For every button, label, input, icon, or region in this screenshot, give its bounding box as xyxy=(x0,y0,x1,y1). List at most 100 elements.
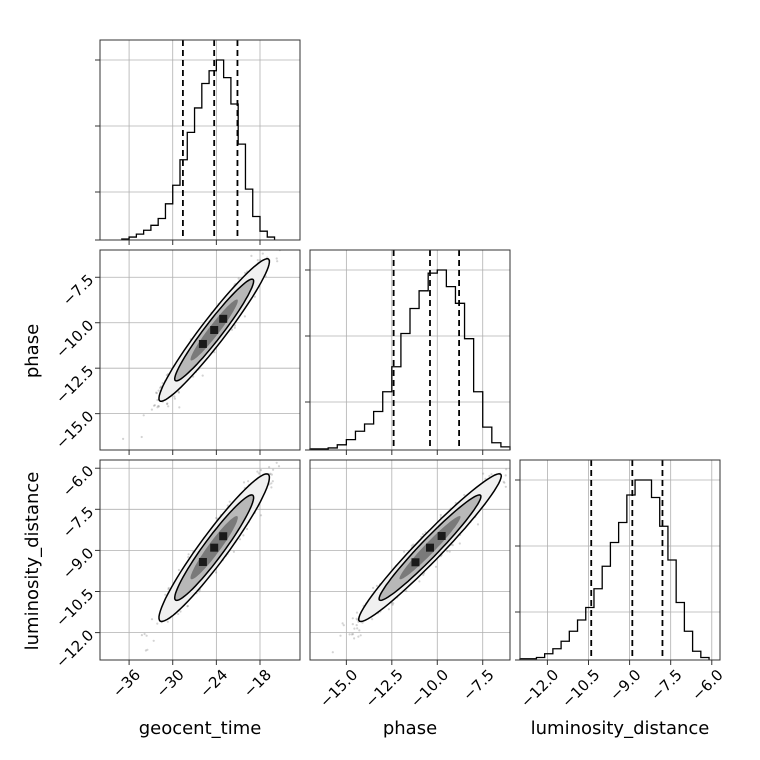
scatter-point xyxy=(157,405,160,408)
xtick-label-geocent-time-2: −24 xyxy=(196,666,231,701)
scatter-point xyxy=(504,485,507,488)
scatter-point xyxy=(164,593,167,596)
scatter-point xyxy=(178,406,181,409)
xtick-label-phase-2: −10.0 xyxy=(407,666,452,711)
scatter-point xyxy=(246,527,249,531)
density-core-cell-0 xyxy=(198,557,207,566)
ytick-label-luminosity-distance-4: −6.0 xyxy=(59,462,97,500)
hist-grid-phase xyxy=(310,250,510,450)
scatter-point xyxy=(187,553,190,556)
scatter-point xyxy=(331,651,334,654)
scatter-point xyxy=(230,328,234,331)
scatter-point xyxy=(356,627,359,630)
xtick-label-luminosity-distance-0: −12.0 xyxy=(517,666,562,711)
panel-content xyxy=(324,455,520,665)
hist-step-phase xyxy=(309,269,511,450)
scatter-point xyxy=(167,588,170,591)
scatter-point xyxy=(353,627,356,630)
scatter-point xyxy=(502,480,505,483)
contour-line-middle xyxy=(173,278,255,382)
scatter-point xyxy=(157,405,160,408)
hist-frame-luminosity-distance xyxy=(519,459,721,661)
scatter-point xyxy=(232,550,235,553)
density-core xyxy=(411,531,446,567)
x-axis-label-luminosity-distance: luminosity_distance xyxy=(531,718,710,739)
scatter-point xyxy=(482,472,485,475)
contour-line-middle xyxy=(378,494,482,602)
scatter-point xyxy=(355,617,358,620)
scatter-point xyxy=(350,633,353,636)
scatter-point xyxy=(179,610,182,613)
density-core xyxy=(198,314,228,348)
hist-grid-geocent-time xyxy=(100,40,300,240)
scatter-point xyxy=(403,550,406,553)
scatter-point xyxy=(166,402,169,405)
scatter-point xyxy=(177,391,180,394)
y-axis-label-luminosity-distance: luminosity_distance xyxy=(22,472,43,651)
scatter-point xyxy=(215,516,218,520)
density-core xyxy=(198,532,228,566)
contour-line-outer xyxy=(158,258,271,402)
hist-panel-geocent-time xyxy=(95,39,301,241)
hist-step-geocent-time xyxy=(121,59,276,240)
scatter-point xyxy=(281,234,283,236)
scatter-point xyxy=(142,414,145,417)
scatter-point xyxy=(339,634,342,637)
hist-panel-luminosity-distance xyxy=(515,459,721,661)
scatter-point xyxy=(285,236,287,238)
scatter-point xyxy=(237,277,240,280)
xtick-label-luminosity-distance-2: −9.0 xyxy=(606,666,644,704)
scatter-point xyxy=(272,468,275,471)
xtick-label-geocent-time-3: −18 xyxy=(240,666,275,701)
scatter-point xyxy=(434,565,438,568)
scatter-point xyxy=(242,481,246,484)
xtick-label-geocent-time-1: −30 xyxy=(153,666,188,701)
density-core-cell-1 xyxy=(210,543,219,552)
scatter-point xyxy=(243,315,246,318)
scatter-point xyxy=(270,473,273,476)
hist-frame-phase xyxy=(309,249,511,451)
scatter-point xyxy=(256,470,259,473)
scatter-point xyxy=(275,461,278,464)
scatter-point xyxy=(358,629,361,632)
contour-line-outer xyxy=(158,473,271,623)
scatter-point xyxy=(281,246,283,248)
scatter-panel-geocent-time-vs-luminosity-distance xyxy=(99,422,301,661)
scatter-point xyxy=(146,648,149,651)
scatter-point xyxy=(271,480,274,483)
scatter-point xyxy=(451,544,454,547)
panel-frame xyxy=(99,459,301,661)
scatter-point xyxy=(324,663,326,665)
density-core-cell-1 xyxy=(210,326,219,334)
scatter-point xyxy=(342,624,345,627)
ytick-label-phase-3: −7.5 xyxy=(59,271,97,309)
scatter-point xyxy=(276,260,279,263)
ytick-label-phase-1: −12.5 xyxy=(52,362,97,407)
scatter-point xyxy=(351,633,355,636)
scatter-point xyxy=(198,590,201,593)
scatter-point xyxy=(226,504,229,507)
scatter-point xyxy=(341,622,344,625)
ytick-label-phase-0: −15.0 xyxy=(52,407,97,452)
scatter-point xyxy=(518,455,520,457)
corner-panels: −36 −30 −24 −18 −15.0 −12.5 −10.0 −7.5 −12.0−10.… xyxy=(52,39,727,711)
ytick-label-luminosity-distance-0: −12.0 xyxy=(52,626,97,671)
xtick-label-phase-3: −7.5 xyxy=(459,666,497,704)
hist-frame-geocent-time xyxy=(99,39,301,241)
scatter-point xyxy=(505,468,508,471)
scatter-point xyxy=(140,435,143,439)
scatter-point xyxy=(155,392,158,395)
scatter-point xyxy=(159,385,163,388)
x-axis-label-phase: phase xyxy=(383,718,437,739)
contour-line-middle xyxy=(173,494,255,602)
scatter-point xyxy=(270,486,273,489)
scatter-point xyxy=(353,637,356,640)
scatter-panel-geocent-time-vs-phase xyxy=(99,234,301,451)
scatter-point xyxy=(145,634,148,637)
scatter-point xyxy=(295,422,297,424)
scatter-point xyxy=(186,605,189,608)
scatter-point xyxy=(157,389,160,392)
hist-step-luminosity-distance xyxy=(519,479,710,660)
scatter-point xyxy=(348,633,351,636)
scatter-point xyxy=(247,480,250,483)
